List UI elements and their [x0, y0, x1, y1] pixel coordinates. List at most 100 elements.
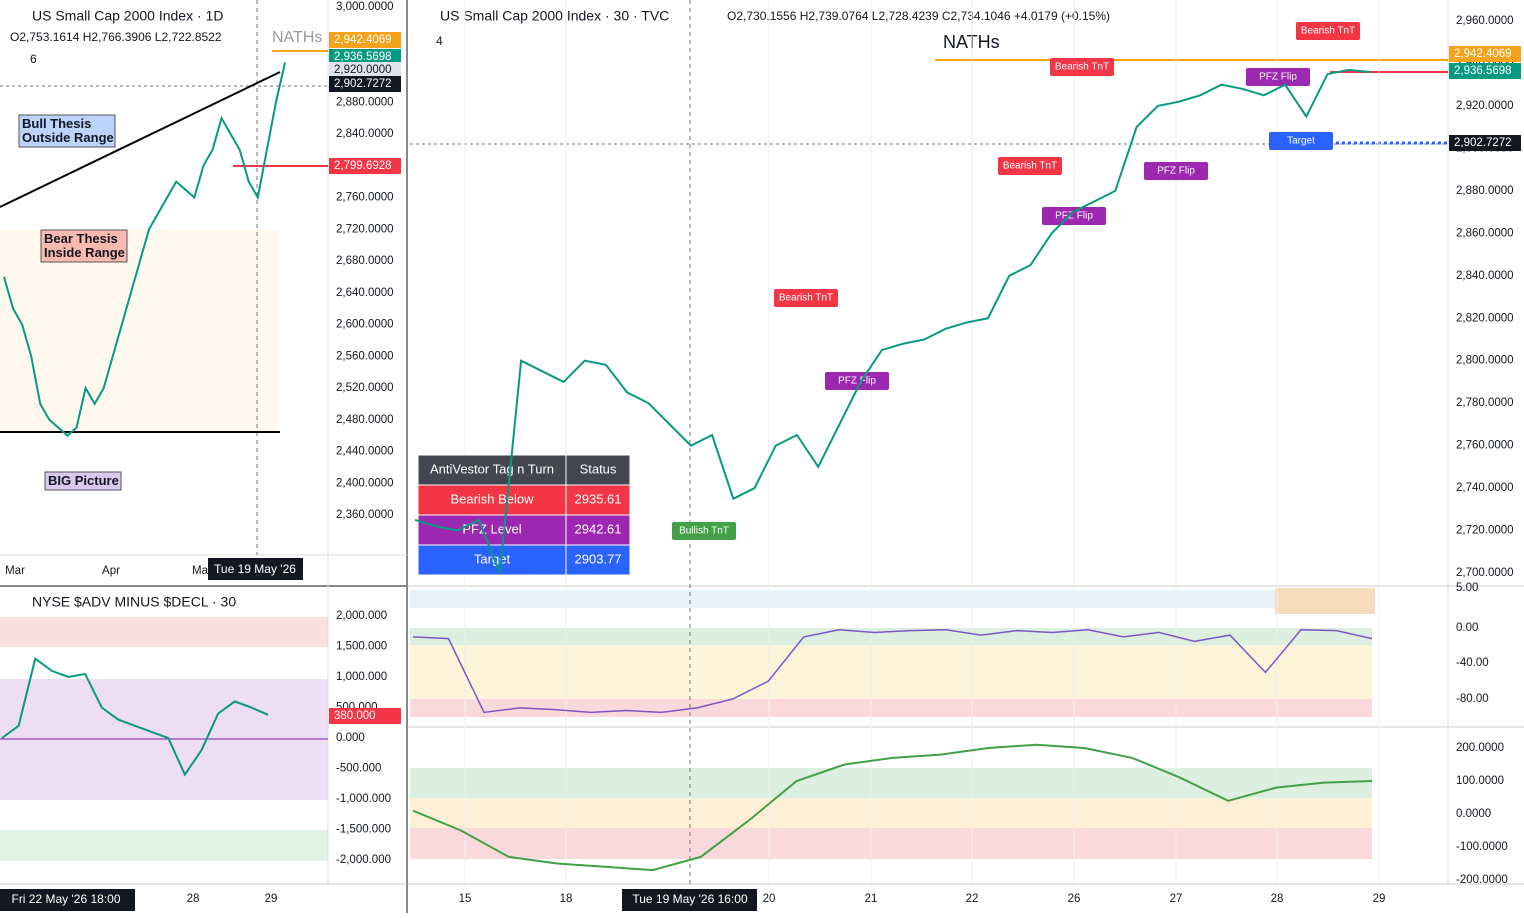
price-tag-text: 2,902.7272 [1454, 137, 1512, 149]
adv-title: NYSE $ADV MINUS $DECL · 30 [32, 594, 236, 610]
signal-box [1050, 58, 1114, 76]
y-tick-label: 2,360.0000 [336, 509, 394, 521]
osc0-highlight [1275, 588, 1375, 614]
x-tick-label: 28 [187, 893, 200, 905]
y-tick-label: 100.0000 [1456, 775, 1504, 787]
y-tick-label: -500.000 [336, 763, 381, 775]
signal-label: PFZ Flip [1157, 166, 1195, 177]
y-tick-label: -80.00 [1456, 693, 1489, 705]
price-tag-text: 2,902.7272 [334, 78, 392, 90]
naths-label: NATHs [943, 32, 1000, 52]
y-tick-label: 2,920.0000 [1456, 100, 1514, 112]
annotation-box [18, 114, 116, 148]
x-tick-label: 29 [265, 893, 278, 905]
price-tag [329, 158, 401, 174]
oversold-zone [0, 830, 328, 861]
crosshair-tag [622, 889, 757, 911]
signal-label: Bullish TnT [679, 526, 729, 537]
signal-label: PFZ Flip [838, 376, 876, 387]
y-tick-label: 200.0000 [1456, 742, 1504, 754]
price-tag-text: 2,942.4069 [1454, 48, 1512, 60]
osc1-top [410, 628, 1372, 645]
y-tick-label: -100.0000 [1456, 841, 1508, 853]
signal-label: Target [1287, 136, 1315, 147]
x-tick-label: 18 [560, 893, 573, 905]
crosshair-tag [208, 558, 303, 580]
table-cell-text: Bearish Below [450, 491, 534, 506]
y-tick-label: 2,520.0000 [336, 382, 394, 394]
y-tick-label: 0.00 [1456, 622, 1478, 634]
price-line [3, 62, 286, 437]
y-tick-label: 2,480.0000 [336, 414, 394, 426]
y-tick-label: 0.000 [336, 732, 365, 744]
signal-label: PFZ Flip [1259, 72, 1297, 83]
y-tick-label: 2,780.0000 [1456, 397, 1514, 409]
signal-box [998, 157, 1062, 175]
y-tick-label: 2,440.0000 [336, 446, 394, 458]
y-tick-label: 2,600.0000 [336, 319, 394, 331]
price-tag [1449, 46, 1521, 62]
annotation-box [40, 229, 128, 263]
x-tick-label: Ma [192, 565, 209, 577]
signal-label: PFZ Flip [1055, 211, 1093, 222]
table-cell [565, 514, 631, 546]
signal-box [1042, 207, 1106, 225]
annotation: Bear Thesis Inside Range [44, 231, 125, 260]
count: 6 [30, 52, 37, 66]
y-tick-label: 3,000.0000 [336, 1, 394, 13]
price-tag-text: 2,936.5698 [334, 51, 392, 63]
x-tick-label: 21 [865, 893, 878, 905]
y-tick-label: -40.00 [1456, 657, 1489, 669]
x-tick-label: 15 [459, 893, 472, 905]
y-tick-label: -2,000.000 [336, 854, 391, 866]
annotation-box [44, 471, 122, 491]
signal-label: Bearish TnT [779, 293, 833, 304]
y-tick-label: -1,000.000 [336, 793, 391, 805]
x-tick-label: 20 [763, 893, 776, 905]
y-tick-label: 2,560.0000 [336, 350, 394, 362]
price-tag [329, 32, 401, 48]
naths-label: NATHs [272, 29, 322, 46]
osc1-low [410, 699, 1372, 717]
table-cell [565, 484, 631, 516]
table-cell-text: 2903.77 [575, 551, 622, 566]
left-title: US Small Cap 2000 Index · 1D [32, 8, 223, 24]
annotation: Bull Thesis Outside Range [22, 116, 114, 145]
signal-box [1296, 22, 1360, 40]
price-tag-text: 2,936.5698 [1454, 65, 1512, 77]
y-tick-label: 2,640.0000 [336, 287, 394, 299]
osc2-mid [410, 798, 1372, 828]
crosshair-date: Fri 22 May '26 18:00 [11, 892, 120, 906]
ohlc: O2,753.1614 H2,766.3906 L2,722.8522 [10, 30, 222, 44]
y-tick-label: 2,760.0000 [1456, 440, 1514, 452]
y-tick-label: 2,800.0000 [1456, 355, 1514, 367]
overbought-zone [0, 617, 328, 647]
price-tag [329, 76, 401, 92]
signal-box [1269, 132, 1333, 150]
y-tick-label: 2,000.000 [336, 610, 387, 622]
annotation: BIG Picture [48, 473, 119, 488]
osc1-mid [410, 645, 1372, 699]
osc1-line [412, 629, 1373, 714]
y-tick-label: 2,740.0000 [1456, 482, 1514, 494]
y-tick-label: 2,400.0000 [336, 477, 394, 489]
signal-box [672, 522, 736, 540]
table-cell [565, 544, 631, 576]
osc2-top [410, 768, 1372, 798]
y-tick-label: 2,860.0000 [1456, 227, 1514, 239]
y-tick-label: 2,820.0000 [1456, 312, 1514, 324]
table-cell [417, 544, 567, 576]
price-tag [329, 62, 401, 78]
price-tag-text: 2,920.0000 [334, 64, 392, 76]
price-tag [1449, 63, 1521, 79]
table-cell [417, 514, 567, 546]
y-tick-label: 2,840.0000 [336, 128, 394, 140]
table-header-text: AntiVestor Tag n Turn [430, 461, 554, 476]
price-tag [329, 708, 401, 724]
x-tick-label: 28 [1271, 893, 1284, 905]
y-tick-label: -1,500.000 [336, 824, 391, 836]
signal-label: Bearish TnT [1003, 161, 1057, 172]
price-tag [1449, 135, 1521, 151]
table-cell-text: 2935.61 [575, 491, 622, 506]
y-tick-label: 5.00 [1456, 582, 1478, 594]
